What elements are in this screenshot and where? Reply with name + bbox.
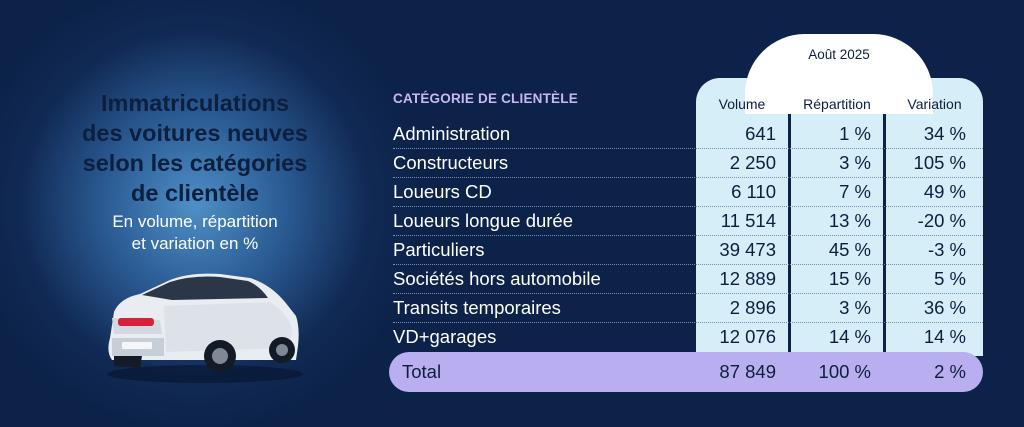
table-row: Particuliers 39 473 45 % -3 % — [393, 236, 983, 265]
volume-column-bg — [696, 78, 788, 356]
page-subtitle: En volume, répartition et variation en % — [40, 211, 350, 255]
row-volume: 39 473 — [719, 239, 776, 260]
title-line: de clientèle — [131, 180, 259, 206]
row-divider — [393, 322, 983, 323]
row-share: 13 % — [828, 210, 871, 231]
row-variation: 105 % — [913, 152, 966, 173]
row-share: 1 % — [839, 123, 871, 144]
table-row: Constructeurs 2 250 3 % 105 % — [393, 149, 983, 178]
row-variation: 14 % — [923, 326, 966, 347]
table-row: Loueurs longue durée 11 514 13 % -20 % — [393, 207, 983, 236]
total-variation: 2 % — [934, 361, 966, 382]
share-column-bg — [791, 78, 883, 356]
total-share: 100 % — [818, 361, 871, 382]
row-variation: 5 % — [934, 268, 966, 289]
row-category: Transits temporaires — [393, 297, 561, 318]
volume-header: Volume — [718, 96, 766, 112]
title-line: des voitures neuves — [82, 120, 308, 146]
row-variation: -3 % — [927, 239, 966, 260]
table-row: Transits temporaires 2 896 3 % 36 % — [393, 294, 983, 323]
row-share: 14 % — [828, 326, 871, 347]
row-volume: 11 514 — [720, 210, 776, 231]
category-column-header: CATÉGORIE DE CLIENTÈLE — [393, 91, 578, 106]
row-volume: 12 076 — [719, 326, 776, 347]
period-label: Août 2025 — [808, 47, 870, 62]
row-volume: 2 250 — [729, 152, 776, 173]
row-divider — [393, 235, 983, 236]
title-line: selon les catégories — [82, 150, 308, 176]
row-volume: 6 110 — [731, 181, 776, 202]
row-share: 15 % — [828, 268, 871, 289]
row-volume: 641 — [745, 123, 776, 144]
row-share: 7 % — [839, 181, 871, 202]
variation-header: Variation — [907, 96, 962, 112]
row-divider — [393, 206, 983, 207]
page-title: Immatriculations des voitures neuves sel… — [40, 88, 350, 208]
period-header-bg — [745, 34, 933, 114]
table-row: Loueurs CD 6 110 7 % 49 % — [393, 178, 983, 207]
row-category: Particuliers — [393, 239, 485, 260]
row-variation: -20 % — [917, 210, 966, 231]
row-category: Constructeurs — [393, 152, 509, 173]
row-variation: 36 % — [923, 297, 966, 318]
table-row: Sociétés hors automobile 12 889 15 % 5 % — [393, 265, 983, 294]
row-divider — [393, 177, 983, 178]
row-volume: 2 896 — [729, 297, 776, 318]
total-label: Total — [402, 361, 442, 382]
table-row: VD+garages 12 076 14 % 14 % — [393, 323, 983, 352]
row-share: 45 % — [828, 239, 871, 260]
row-divider — [393, 293, 983, 294]
variation-column-bg — [886, 78, 983, 356]
subtitle-line: et variation en % — [131, 234, 259, 253]
table-row: Administration 641 1 % 34 % — [393, 120, 983, 149]
row-variation: 49 % — [923, 181, 966, 202]
row-divider — [393, 148, 983, 149]
row-category: Sociétés hors automobile — [393, 268, 601, 289]
share-header: Répartition — [803, 96, 871, 112]
row-divider — [393, 264, 983, 265]
row-share: 3 % — [839, 152, 871, 173]
row-category: Administration — [393, 123, 511, 144]
row-category: VD+garages — [393, 326, 497, 347]
subtitle-line: En volume, répartition — [112, 212, 278, 231]
row-category: Loueurs CD — [393, 181, 492, 202]
car-illustration — [107, 273, 303, 383]
row-volume: 12 889 — [719, 268, 776, 289]
title-line: Immatriculations — [100, 90, 290, 116]
total-volume: 87 849 — [719, 361, 776, 382]
total-row — [389, 352, 983, 392]
row-category: Loueurs longue durée — [393, 210, 574, 231]
row-variation: 34 % — [923, 123, 966, 144]
row-share: 3 % — [839, 297, 871, 318]
